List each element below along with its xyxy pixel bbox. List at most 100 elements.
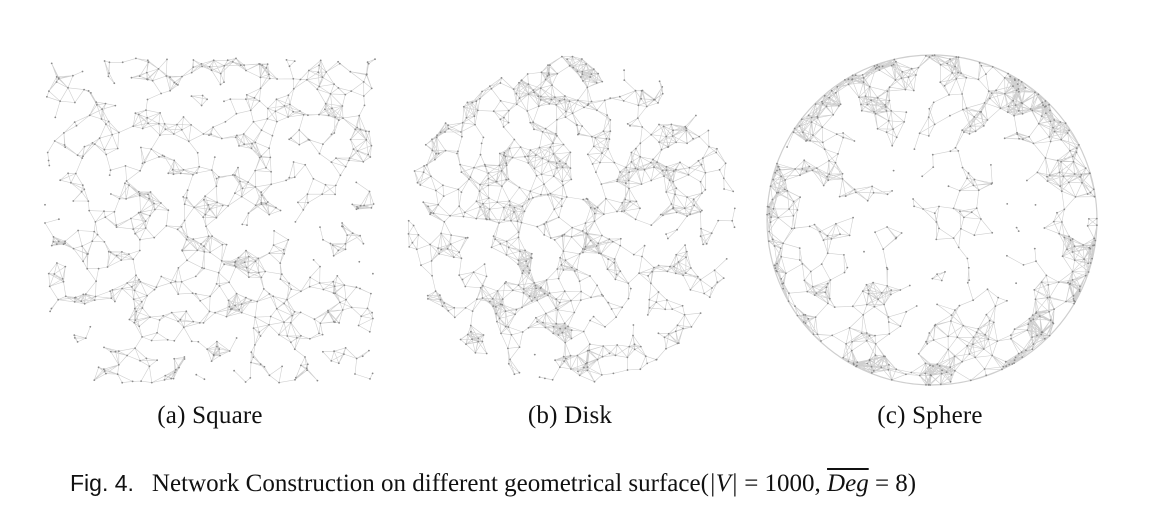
network-node: [947, 348, 950, 351]
network-node: [268, 213, 271, 216]
network-node: [233, 369, 236, 372]
network-node: [134, 232, 136, 235]
edge-path: [408, 56, 736, 382]
network-node: [884, 355, 886, 358]
network-node: [793, 127, 796, 130]
network-node: [768, 230, 770, 233]
network-node: [804, 322, 807, 325]
network-node: [864, 95, 867, 97]
network-node: [769, 185, 772, 188]
network-node: [549, 64, 551, 66]
network-node: [957, 150, 960, 152]
network-node: [205, 225, 207, 228]
network-node: [160, 202, 162, 204]
network-node: [990, 92, 993, 94]
network-node: [676, 228, 678, 231]
network-node: [675, 187, 678, 190]
network-node: [560, 205, 563, 208]
network-node: [913, 205, 915, 208]
network-node: [1011, 363, 1014, 365]
network-node: [505, 164, 508, 167]
network-node: [1032, 318, 1035, 321]
network-node: [826, 282, 829, 285]
network-node: [288, 65, 291, 68]
network-node: [408, 246, 411, 248]
network-node: [975, 207, 978, 210]
network-node: [634, 218, 637, 221]
network-node: [799, 174, 801, 177]
network-node: [988, 97, 991, 100]
network-node: [84, 337, 87, 339]
network-node: [332, 254, 335, 257]
network-node: [273, 230, 275, 232]
network-node: [647, 275, 649, 277]
network-node: [248, 276, 250, 278]
network-node: [672, 180, 674, 183]
network-node: [619, 270, 622, 273]
network-node: [499, 99, 502, 102]
network-node: [169, 89, 172, 92]
network-node: [510, 333, 513, 336]
network-node: [908, 284, 911, 287]
network-node: [527, 155, 529, 158]
network-node: [439, 131, 442, 134]
network-node: [819, 230, 821, 233]
network-node: [503, 154, 505, 157]
network-node: [138, 193, 141, 195]
network-node: [422, 201, 425, 204]
network-node: [206, 98, 209, 101]
network-node: [695, 114, 697, 117]
network-node: [321, 76, 324, 79]
network-node: [243, 261, 246, 264]
network-node: [252, 327, 255, 329]
network-node: [468, 178, 470, 181]
network-node: [928, 332, 931, 334]
network-node: [940, 372, 943, 375]
network-node: [363, 204, 365, 207]
network-node: [290, 288, 293, 290]
network-node: [592, 68, 595, 70]
network-node: [955, 78, 958, 80]
network-node: [652, 158, 654, 161]
network-node: [426, 164, 428, 166]
network-node: [527, 162, 530, 164]
network-node: [219, 72, 222, 75]
network-node: [526, 110, 529, 112]
network-node: [1013, 362, 1015, 364]
network-node: [876, 96, 879, 99]
network-node: [62, 243, 65, 246]
network-node: [563, 98, 566, 101]
network-node: [334, 321, 336, 324]
network-node: [977, 328, 980, 330]
network-node: [641, 89, 644, 92]
network-node: [715, 151, 718, 154]
network-node: [543, 234, 546, 236]
network-node: [164, 128, 167, 131]
network-node: [821, 141, 824, 144]
network-node: [294, 221, 297, 223]
network-node: [460, 171, 463, 173]
caption-text: Network Construction on different geomet…: [151, 470, 709, 497]
network-node: [534, 284, 537, 287]
network-node: [608, 352, 611, 355]
network-node: [621, 306, 624, 309]
network-node: [570, 299, 572, 302]
network-node: [717, 219, 720, 222]
network-node: [170, 377, 173, 380]
network-node: [605, 197, 607, 200]
network-node: [675, 168, 677, 171]
network-node: [777, 216, 780, 219]
network-node: [459, 338, 462, 341]
network-node: [589, 76, 592, 78]
network-node: [606, 114, 608, 116]
network-node: [257, 271, 260, 274]
network-node: [250, 351, 253, 353]
network-node: [570, 368, 572, 370]
network-node: [561, 180, 564, 183]
network-node: [1071, 155, 1074, 158]
network-node: [190, 71, 193, 74]
network-node: [954, 369, 956, 372]
network-node: [623, 210, 626, 212]
network-node: [595, 171, 597, 174]
network-node: [570, 266, 573, 269]
